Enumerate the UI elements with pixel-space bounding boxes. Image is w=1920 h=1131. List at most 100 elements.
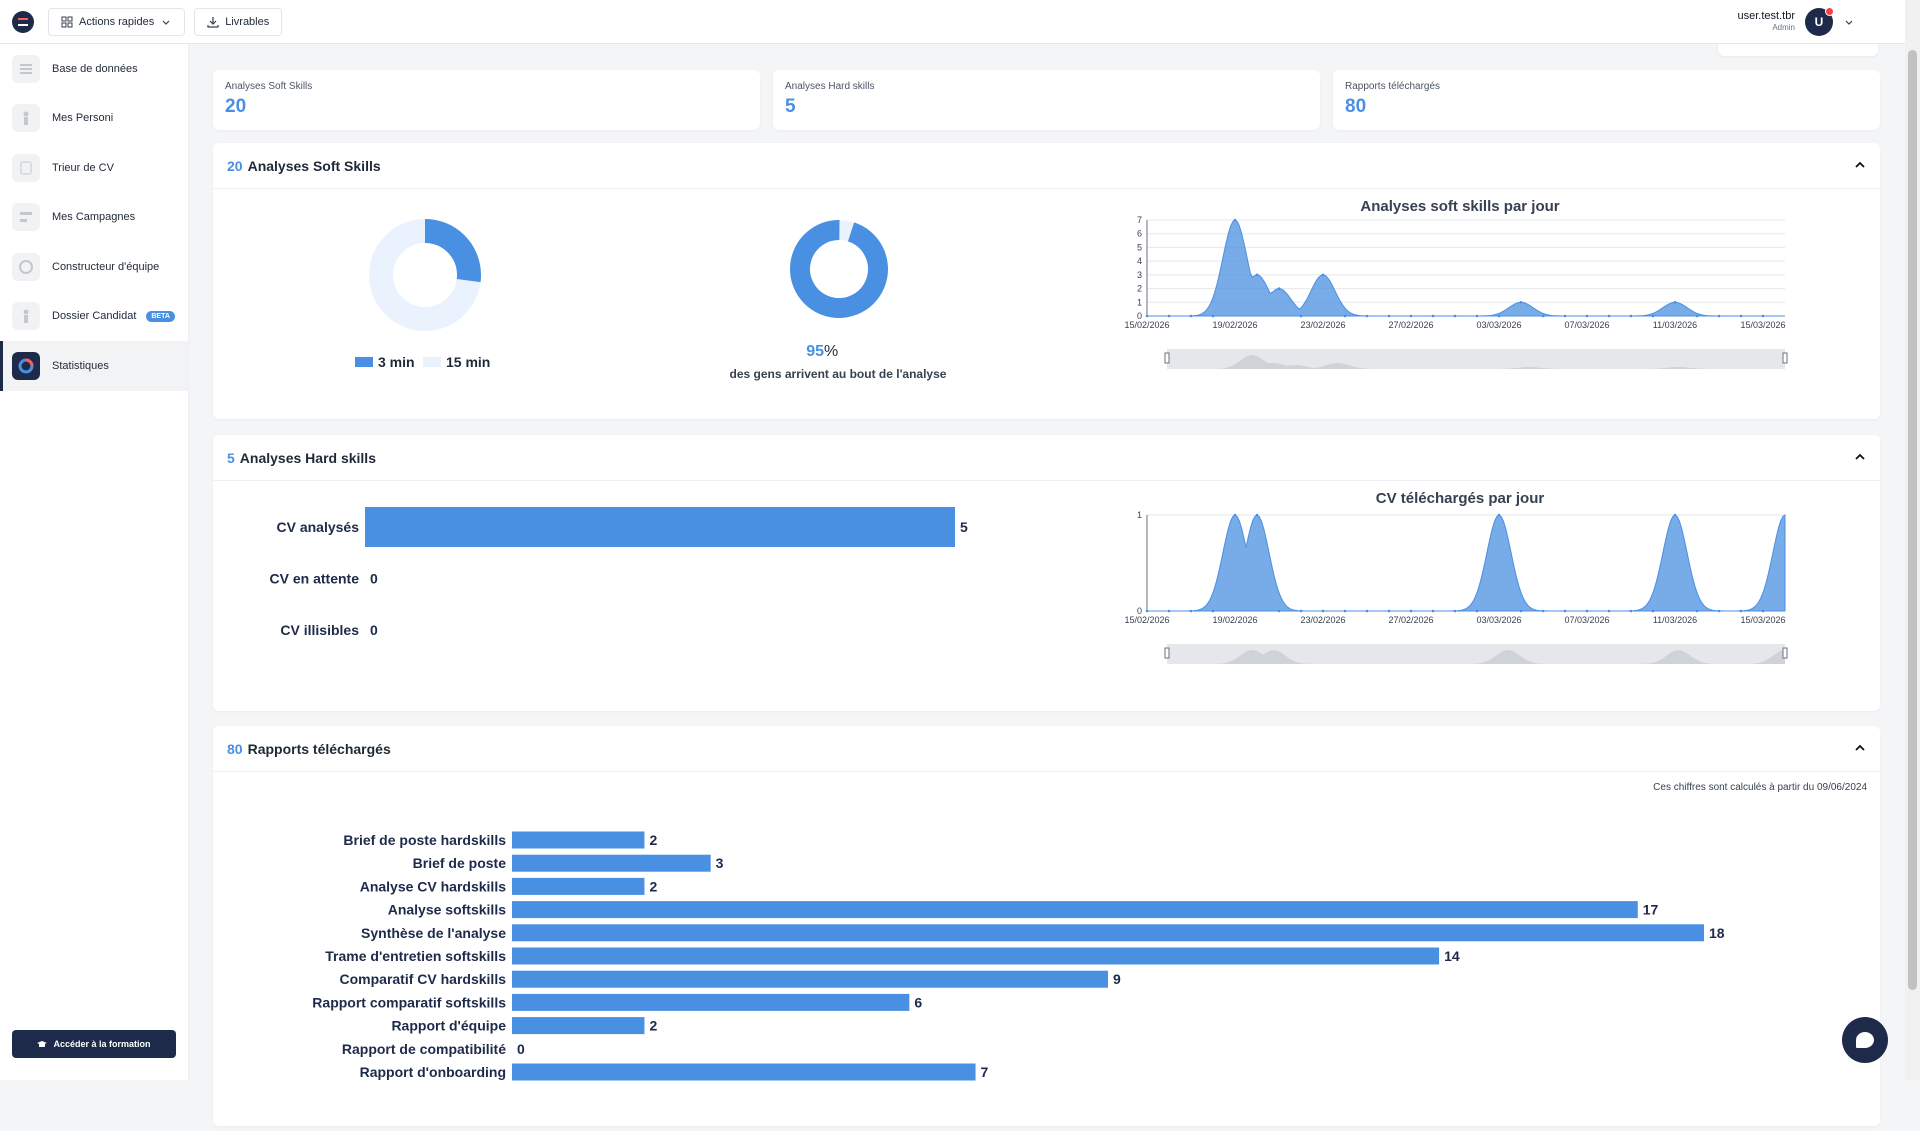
quick-actions-button[interactable]: Actions rapides [48,7,186,36]
bar-value: 18 [1709,925,1725,941]
chat-button[interactable] [1842,1017,1888,1063]
x-tick-label: 07/03/2026 [1564,320,1609,330]
data-point [1387,314,1391,318]
scrollbar[interactable] [1905,0,1920,1080]
range-navigator[interactable] [1164,644,1788,664]
person-icon [12,104,40,133]
bar [512,1063,976,1081]
card-header[interactable]: 5 Analyses Hard skills [213,435,1880,481]
navigator-handle-left[interactable] [1164,647,1170,659]
sidebar-item-personi[interactable]: Mes Personi [0,94,188,144]
series-area [1147,219,1785,317]
stat-card-reports: Rapports téléchargés 80 [1333,70,1880,130]
grid-icon [61,16,73,27]
navigator-handle-right[interactable] [1782,352,1788,364]
bar-label: Rapport comparatif softskills [312,994,506,1010]
data-point [1431,314,1435,318]
data-point [1145,609,1149,613]
card-header[interactable]: 80 Rapports téléchargés [213,726,1880,772]
app-logo[interactable] [12,10,34,33]
bar-label: CV analysés [277,519,360,535]
chevron-down-icon[interactable] [1843,16,1855,28]
data-point [1255,513,1259,517]
formation-button[interactable]: Accéder à la formation [12,1030,176,1058]
sidebar-item-campaigns[interactable]: Mes Campagnes [0,193,188,243]
section-count: 5 [227,449,235,466]
range-navigator[interactable] [1164,349,1788,369]
card-header[interactable]: 20 Analyses Soft Skills [213,143,1880,189]
y-tick-label: 2 [1137,284,1142,294]
sidebar-item-label: Statistiques [52,359,109,372]
section-title: Analyses Soft Skills [247,157,381,174]
chart-title: Analyses soft skills par jour [1360,198,1559,215]
y-tick-label: 1 [1137,297,1142,307]
x-tick-label: 23/02/2026 [1300,320,1345,330]
stat-value: 80 [1345,96,1367,117]
bar-label: Rapport d'onboarding [360,1064,506,1080]
bar-value: 9 [1113,971,1121,987]
section-title: Rapports téléchargés [247,740,391,757]
cv-download-area-chart: 0 1 15/02/2026 19/02/2026 23/02/2026 27/02/20… [1124,510,1788,664]
candidate-file-icon [12,302,40,331]
data-point [1145,314,1149,318]
x-tick-label: 27/02/2026 [1388,320,1433,330]
data-point [1343,609,1347,613]
bar-label: Brief de poste hardskills [343,832,506,848]
chevron-up-icon[interactable] [1852,740,1868,756]
sidebar-item-team-builder[interactable]: Constructeur d'équipe [0,242,188,292]
soft-skills-area-chart: 0 1 2 3 4 5 6 7 15/02/2026 19/02/2026 23/02/2026 27… [1124,215,1788,369]
data-point [1299,609,1303,613]
data-point [1673,513,1677,517]
navigator-handle-left[interactable] [1164,352,1170,364]
data-point [1497,314,1501,318]
sidebar-item-label: Dossier Candidat [52,310,137,323]
user-menu[interactable]: user.test.tbr Admin U [1737,7,1855,36]
campaign-icon [12,203,40,232]
bar-label: Rapport d'équipe [391,1018,506,1034]
navigator-track [1167,349,1785,369]
avatar[interactable]: U [1805,7,1834,36]
sidebar-item-cv-sorter[interactable]: Trieur de CV [0,143,188,193]
sidebar-item-database[interactable]: Base de données [0,44,188,94]
data-point [1255,273,1259,277]
navigator-handle-right[interactable] [1782,647,1788,659]
user-name: user.test.tbr [1737,10,1795,22]
y-tick-label: 7 [1137,215,1142,225]
chat-bubble-icon [1856,1032,1874,1048]
y-tick-label: 0 [1137,606,1142,616]
data-point [1585,609,1589,613]
sidebar-item-label: Base de données [52,62,138,75]
hard-skills-card: 5 Analyses Hard skills CV analysés 5 CV en… [213,435,1880,711]
sidebar: Base de données Mes Personi Trieur de CV… [0,44,189,1080]
chevron-up-icon[interactable] [1852,449,1868,465]
chevron-up-icon[interactable] [1852,157,1868,173]
y-tick-label: 6 [1137,229,1142,239]
sidebar-item-candidate-file[interactable]: Dossier Candidat BETA [0,292,188,342]
legend-3min: 3 min [378,354,415,370]
bar [512,993,910,1011]
deliverables-button[interactable]: Livrables [194,7,283,36]
data-point [1651,609,1655,613]
cv-status-bar-chart: CV analysés 5 CV en attente 0 CV illisibles 0 [270,507,968,638]
data-point [1739,314,1743,318]
sidebar-item-label: Trieur de CV [52,161,114,174]
bar [512,901,1638,919]
legend-15min: 15 min [446,354,490,370]
completion-caption: des gens arrivent au bout de l'analyse [730,367,947,381]
bar-value: 14 [1444,948,1460,964]
data-point [1277,287,1281,290]
stat-card-hard: Analyses Hard skills 5 [773,70,1320,130]
bar-label: CV illisibles [280,622,359,638]
bar-value: 2 [649,832,657,848]
stat-card-soft: Analyses Soft Skills 20 [213,70,760,130]
data-point [1629,314,1633,318]
soft-skills-card: 20 Analyses Soft Skills 3 min 15 min 95 … [213,143,1880,419]
x-tick-label: 23/02/2026 [1300,615,1345,625]
data-point [1651,314,1655,318]
data-point [1497,513,1501,517]
bar [512,877,645,895]
sidebar-item-statistics[interactable]: Statistiques [0,341,188,391]
scrollbar-thumb[interactable] [1908,50,1917,990]
bar-label: Rapport de compatibilité [342,1041,506,1057]
bar [512,854,711,872]
